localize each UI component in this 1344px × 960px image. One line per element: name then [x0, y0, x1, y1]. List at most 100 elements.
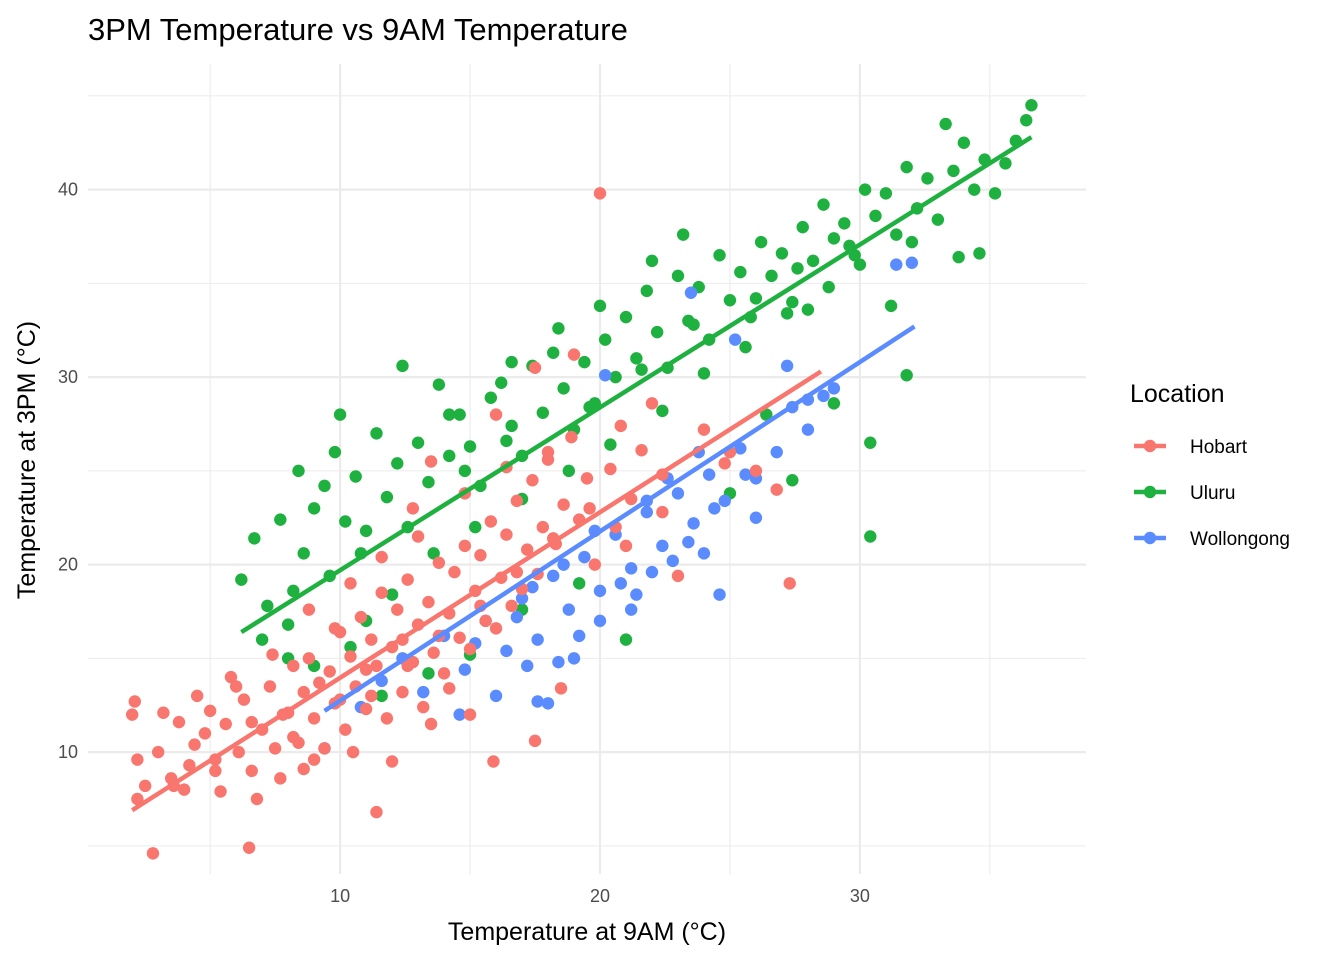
point-hobart: [214, 785, 227, 798]
point-uluru: [749, 292, 763, 305]
legend: Location Hobart Uluru Wollongong: [1130, 380, 1290, 550]
point-uluru: [999, 157, 1012, 170]
point-uluru: [864, 530, 877, 543]
point-wollongong: [713, 588, 726, 601]
point-uluru: [385, 588, 399, 601]
point-hobart: [151, 745, 165, 759]
point-uluru: [292, 464, 305, 478]
point-uluru: [973, 247, 986, 260]
point-hobart: [224, 670, 238, 684]
point-uluru: [495, 376, 508, 389]
point-uluru: [801, 303, 815, 316]
point-wollongong: [593, 584, 607, 598]
point-hobart: [297, 762, 310, 776]
point-wollongong: [541, 697, 555, 710]
point-hobart: [131, 753, 144, 766]
point-wollongong: [624, 603, 638, 616]
point-hobart: [443, 682, 456, 695]
point-hobart: [528, 361, 542, 374]
point-uluru: [900, 369, 913, 382]
point-hobart: [557, 498, 570, 511]
point-hobart: [448, 565, 461, 579]
point-wollongong: [562, 603, 576, 616]
point-hobart: [313, 676, 326, 689]
point-uluru: [573, 577, 586, 590]
point-hobart: [359, 663, 373, 676]
point-uluru: [791, 262, 804, 275]
point-uluru: [552, 322, 565, 335]
point-uluru: [536, 406, 550, 419]
point-wollongong: [708, 502, 721, 515]
point-hobart: [463, 708, 477, 721]
point-hobart: [619, 539, 633, 553]
point-uluru: [739, 340, 752, 354]
point-wollongong: [593, 614, 607, 628]
point-hobart: [125, 708, 139, 721]
point-uluru: [879, 187, 893, 200]
point-uluru: [235, 573, 248, 586]
point-hobart: [453, 631, 466, 644]
point-uluru: [947, 164, 960, 178]
chart-title: 3PM Temperature vs 9AM Temperature: [88, 12, 628, 47]
point-hobart: [424, 717, 438, 731]
point-uluru: [905, 235, 919, 249]
point-wollongong: [598, 369, 612, 382]
point-uluru: [598, 333, 612, 346]
point-wollongong: [827, 382, 841, 395]
point-hobart: [671, 569, 685, 583]
point-wollongong: [890, 258, 903, 271]
point-wollongong: [749, 511, 763, 524]
point-hobart: [198, 727, 212, 740]
point-uluru: [817, 198, 830, 211]
point-wollongong: [557, 558, 570, 571]
point-uluru: [931, 213, 945, 226]
point-uluru: [635, 363, 648, 376]
point-hobart: [565, 430, 578, 444]
point-uluru: [697, 367, 711, 380]
point-hobart: [593, 187, 607, 200]
point-hobart: [500, 528, 513, 541]
point-uluru: [796, 220, 809, 234]
point-uluru: [484, 391, 498, 404]
x-tick-label: 10: [330, 886, 350, 906]
point-uluru: [547, 346, 560, 359]
point-uluru: [593, 299, 607, 313]
grid-lines: [88, 64, 1086, 874]
point-uluru: [287, 584, 300, 598]
point-hobart: [401, 573, 414, 586]
point-uluru: [676, 228, 690, 241]
point-wollongong: [417, 685, 430, 699]
point-uluru: [562, 464, 576, 478]
point-hobart: [188, 738, 201, 751]
point-uluru: [500, 434, 513, 448]
point-wollongong: [531, 633, 544, 646]
point-hobart: [645, 397, 659, 410]
point-hobart: [287, 730, 300, 744]
point-uluru: [806, 254, 820, 268]
point-uluru: [957, 136, 971, 149]
point-uluru: [274, 513, 287, 526]
point-wollongong: [453, 708, 466, 721]
point-uluru: [469, 520, 482, 534]
point-wollongong: [817, 389, 830, 403]
point-hobart: [528, 734, 542, 748]
point-hobart: [209, 764, 222, 778]
x-tick-label: 30: [850, 886, 870, 906]
point-uluru: [391, 457, 404, 470]
point-uluru: [645, 254, 659, 268]
point-hobart: [287, 659, 300, 673]
point-hobart: [474, 549, 487, 562]
point-hobart: [250, 792, 264, 806]
x-axis-ticks: 10 20 30: [330, 886, 870, 906]
point-uluru: [281, 618, 295, 631]
point-uluru: [858, 183, 872, 196]
point-hobart: [128, 695, 141, 708]
y-axis-ticks: 10 20 30 40: [58, 180, 78, 763]
fit-line-uluru: [240, 135, 1033, 635]
point-uluru: [328, 445, 342, 459]
point-hobart: [344, 650, 357, 663]
point-hobart: [567, 348, 581, 361]
point-uluru: [604, 438, 617, 451]
point-hobart: [307, 712, 321, 725]
point-hobart: [505, 599, 518, 613]
